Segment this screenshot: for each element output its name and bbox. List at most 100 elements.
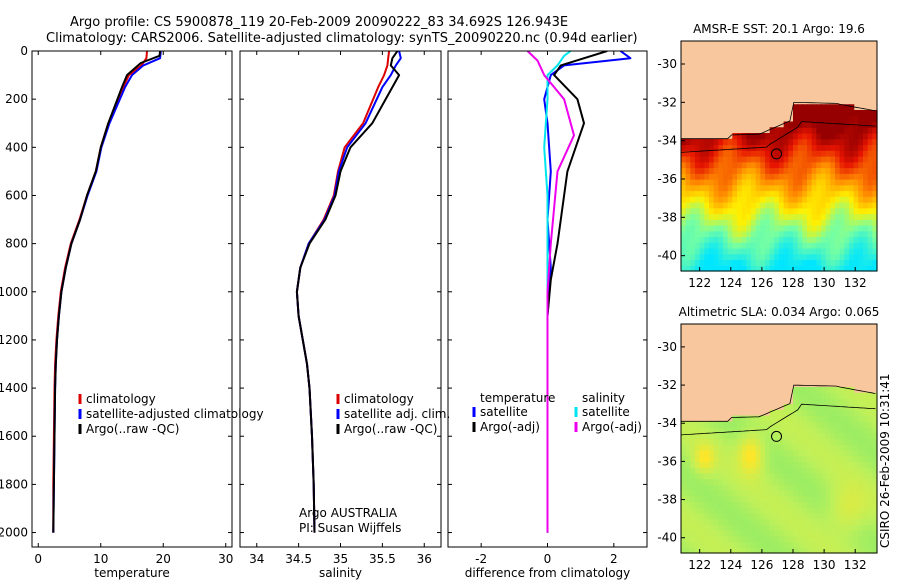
sst-map-cell <box>751 213 757 220</box>
sst-map-cell <box>765 242 771 249</box>
sla-map-cell <box>741 518 747 525</box>
sst-map-xtick-label: 130 <box>813 276 836 290</box>
sla-map-cell <box>811 535 817 543</box>
sst-map-cell <box>690 167 696 174</box>
sst-map-cell <box>872 242 878 249</box>
sst-map-cell <box>825 167 831 174</box>
sla-map-cell <box>783 415 789 422</box>
sst-map-cell <box>825 179 831 186</box>
sla-map-cell <box>830 524 836 531</box>
sla-map-cell <box>746 415 752 422</box>
sst-map-cell <box>797 259 803 266</box>
sst-map-cell <box>793 133 799 140</box>
sst-map-cell <box>793 265 799 272</box>
sla-map-cell <box>853 398 859 405</box>
sla-map-cell <box>727 495 733 503</box>
sla-map-cell <box>760 444 766 451</box>
sst-map-cell <box>746 161 752 169</box>
sla-map-cell <box>849 444 855 451</box>
sst-map-cell <box>718 184 724 192</box>
sst-map-cell <box>825 121 831 128</box>
sst-map-cell <box>681 225 687 232</box>
sst-map-cell <box>844 184 850 192</box>
sst-map-cell <box>774 259 780 266</box>
sst-map-cell <box>685 202 691 209</box>
sst-map-cell <box>793 253 799 261</box>
sla-map-cell <box>751 490 757 497</box>
sst-map-cell <box>816 115 822 123</box>
sla-map-cell <box>741 449 747 457</box>
sla-map-cell <box>839 404 845 411</box>
sst-map-cell <box>685 173 691 180</box>
sst-map-cell <box>788 248 794 255</box>
sst-map-cell <box>779 259 785 266</box>
sst-map-cell <box>709 207 715 215</box>
sst-map-cell <box>867 121 873 128</box>
sst-map-cell <box>690 259 696 266</box>
sla-map-cell <box>746 449 752 457</box>
sla-map-cell <box>858 478 864 485</box>
sla-map-cell <box>779 455 785 462</box>
sla-map-cell <box>802 392 808 400</box>
sla-map-cell <box>797 518 803 525</box>
sst-map-cell <box>872 115 878 123</box>
sla-map-cell <box>867 512 873 520</box>
sla-map-cell <box>853 449 859 457</box>
sst-map-cell <box>839 190 845 197</box>
sla-map-cell <box>718 530 724 537</box>
sst-map-cell <box>807 219 813 226</box>
sla-map-cell <box>867 398 873 405</box>
sst-map-cell <box>849 104 855 111</box>
sla-map-cell <box>779 490 785 497</box>
sla-map-cell <box>867 444 873 451</box>
sla-map-cell <box>737 524 743 531</box>
sst-map-cell <box>704 219 710 226</box>
sst-map-cell <box>741 167 747 174</box>
sla-map-cell <box>755 415 761 422</box>
sla-map-cell <box>797 472 803 480</box>
sla-map-cell <box>858 512 864 520</box>
sla-map-cell <box>807 490 813 497</box>
sst-map-cell <box>760 219 766 226</box>
sst-map-cell <box>765 133 771 140</box>
sst-map-cell <box>769 207 775 215</box>
sst-map-cell <box>797 225 803 232</box>
sla-map-cell <box>779 461 785 468</box>
sla-map-xtick-label: 130 <box>813 558 836 572</box>
sst-map-xtick-label: 132 <box>844 276 867 290</box>
sla-map-cell <box>783 484 789 491</box>
sst-map-cell <box>830 179 836 186</box>
sst-map-cell <box>690 265 696 272</box>
sst-map-cell <box>760 236 766 243</box>
sla-map-cell <box>723 449 729 457</box>
sst-map-cell <box>853 190 859 197</box>
sst-map-cell <box>853 167 859 174</box>
sla-map-cell <box>760 524 766 531</box>
sst-map-cell <box>797 173 803 180</box>
temperature-ytick-label: 800 <box>5 237 28 251</box>
sla-map-cell <box>746 547 752 554</box>
sst-map-cell <box>732 144 738 151</box>
sst-map-cell <box>863 110 869 117</box>
sla-map-cell <box>821 530 827 537</box>
sst-map-cell <box>858 265 864 272</box>
sst-map-cell <box>746 179 752 186</box>
sla-map-cell <box>751 501 757 508</box>
sst-map-cell <box>830 150 836 157</box>
sla-map-cell <box>839 535 845 543</box>
sla-map-cell <box>816 467 822 474</box>
temperature-plot-area <box>52 51 162 533</box>
sla-map-cell <box>765 449 771 457</box>
sst-map-cell <box>718 242 724 249</box>
sst-map-cell <box>755 242 761 249</box>
sst-map-cell <box>835 156 841 163</box>
sla-map-cell <box>695 467 701 474</box>
sla-map-cell <box>872 478 878 485</box>
sst-map-cell <box>797 190 803 197</box>
sst-map-cell <box>774 173 780 180</box>
sst-map-cell <box>769 190 775 197</box>
sst-map-cell <box>769 173 775 180</box>
sla-map-cell <box>811 438 817 445</box>
temperature-ytick-label: 1200 <box>0 333 28 347</box>
sst-map-cell <box>821 150 827 157</box>
